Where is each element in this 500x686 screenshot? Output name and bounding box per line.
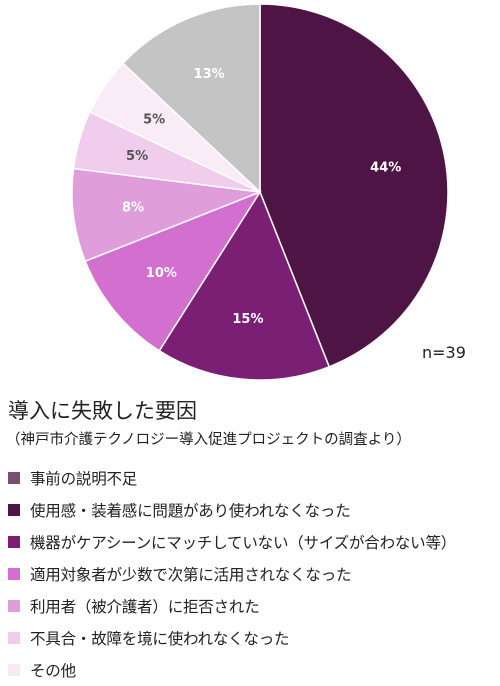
pie-slice-label-3: 10% <box>146 266 177 281</box>
legend-label: 不具合・故障を境に使われなくなった <box>30 630 290 648</box>
legend-item-0: 事前の説明不足 <box>8 462 498 494</box>
pie-slice-7 <box>121 3 261 194</box>
pie-slice-label-4: 8% <box>122 201 144 216</box>
chart-subtitle: （神戸市介護テクノロジー導入促進プロジェクトの調査より） <box>6 432 411 448</box>
pie-slice-label-6: 5% <box>143 113 165 128</box>
pie-slice-labels: 44% 15% 10% 8% 5% 5% 13% <box>122 67 401 327</box>
legend-item-4: 利用者（被介護者）に拒否された <box>8 590 498 622</box>
chart-title: 導入に失敗した要因 <box>8 399 197 423</box>
legend-label: 使用感・装着感に問題があり使われなくなった <box>30 502 351 520</box>
legend-label: 機器がケアシーンにマッチしていない（サイズが合わない等） <box>30 534 457 552</box>
chart-legend: 事前の説明不足使用感・装着感に問題があり使われなくなった機器がケアシーンにマッチ… <box>8 462 498 686</box>
pie-slice-label-2: 15% <box>232 312 263 327</box>
pie-slices <box>71 3 449 381</box>
legend-item-1: 使用感・装着感に問題があり使われなくなった <box>8 494 498 526</box>
legend-swatch <box>8 504 20 516</box>
pie-slice-label-1: 44% <box>370 161 401 176</box>
legend-item-3: 適用対象者が少数で次第に活用されなくなった <box>8 558 498 590</box>
pie-slice-label-7: 13% <box>194 67 225 82</box>
legend-swatch <box>8 472 20 484</box>
legend-swatch <box>8 536 20 548</box>
legend-label: 事前の説明不足 <box>30 470 138 488</box>
legend-swatch <box>8 600 20 612</box>
legend-label: 適用対象者が少数で次第に活用されなくなった <box>30 566 352 584</box>
pie-chart: 44% 15% 10% 8% 5% 5% 13% <box>71 3 449 381</box>
legend-item-5: 不具合・故障を境に使われなくなった <box>8 622 498 654</box>
pie-slice-1 <box>259 3 449 368</box>
legend-item-6: その他 <box>8 654 498 686</box>
legend-swatch <box>8 664 20 676</box>
pie-slice-label-5: 5% <box>126 149 148 164</box>
pie-slice-3 <box>84 190 262 352</box>
sample-size-label: n=39 <box>422 343 466 362</box>
legend-swatch <box>8 568 20 580</box>
legend-item-2: 機器がケアシーンにマッチしていない（サイズが合わない等） <box>8 526 498 558</box>
legend-swatch <box>8 632 20 644</box>
legend-label: 利用者（被介護者）に拒否された <box>30 598 260 616</box>
legend-label: その他 <box>30 662 76 680</box>
pie-slice-4 <box>71 167 261 263</box>
pie-slice-2 <box>158 190 331 381</box>
